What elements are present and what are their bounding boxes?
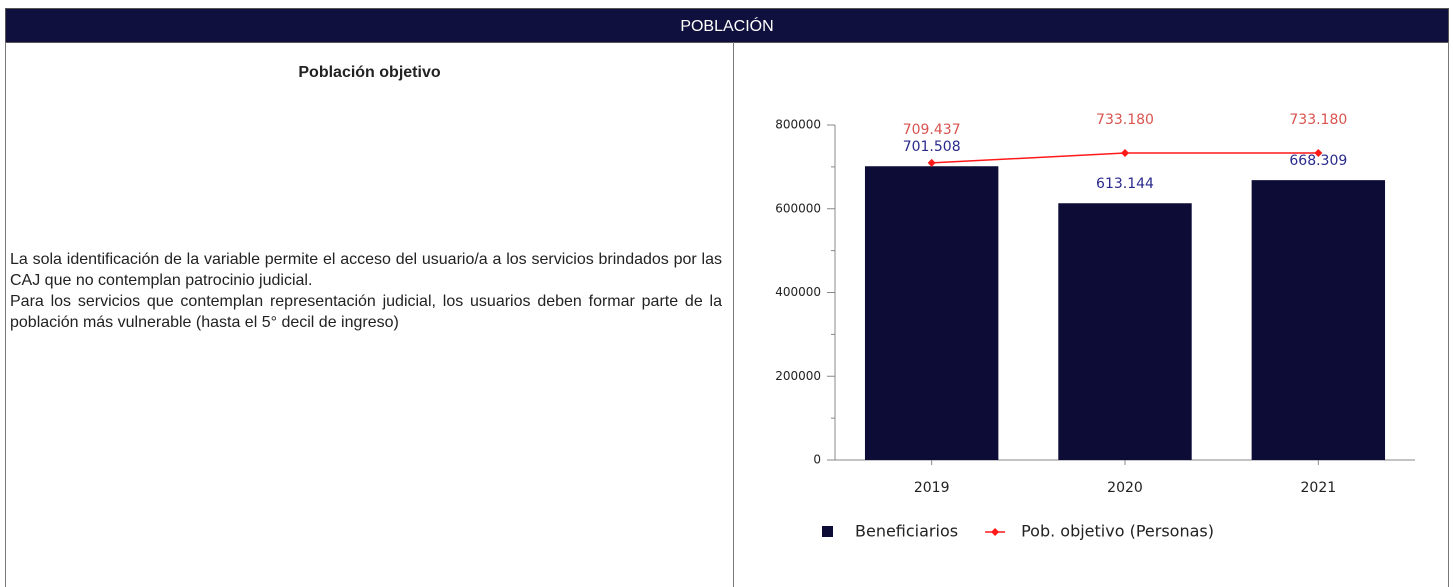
line-marker xyxy=(1314,148,1323,157)
bar xyxy=(864,166,999,460)
bar xyxy=(1251,180,1386,460)
cell-title: Población objetivo xyxy=(298,64,441,81)
paragraph: La sola identificación de la variable pe… xyxy=(10,251,722,289)
y-tick-label: 800000 xyxy=(775,118,821,132)
legend-swatch-marker xyxy=(991,528,1000,536)
bar-value-label: 701.508 xyxy=(903,139,961,155)
y-tick-label: 0 xyxy=(813,453,821,467)
bar-value-label: 613.144 xyxy=(1096,176,1154,192)
section-header: POBLACIÓN xyxy=(5,8,1449,43)
y-tick-label: 200000 xyxy=(775,369,821,383)
line-marker xyxy=(927,158,936,167)
paragraph: Para los servicios que contemplan repres… xyxy=(10,293,722,331)
legend-label: Pob. objetivo (Personas) xyxy=(1021,522,1214,541)
legend-label: Beneficiarios xyxy=(855,522,958,541)
right-cell xyxy=(733,42,1449,587)
bar-value-label: 668.309 xyxy=(1289,153,1347,169)
line-value-label: 733.180 xyxy=(1096,112,1154,128)
y-tick-label: 400000 xyxy=(775,285,821,299)
x-tick-label: 2020 xyxy=(1107,480,1143,496)
legend-swatch xyxy=(822,526,833,537)
left-cell: Población objetivo La sola identificació… xyxy=(5,42,734,587)
bar xyxy=(1058,203,1192,460)
line-marker xyxy=(1121,148,1129,157)
x-tick-label: 2021 xyxy=(1301,480,1337,496)
description: La sola identificación de la variable pe… xyxy=(10,249,722,333)
x-tick-label: 2019 xyxy=(914,480,950,496)
line-value-label: 709.437 xyxy=(903,122,961,138)
y-tick-label: 600000 xyxy=(775,201,821,215)
line-value-label: 733.180 xyxy=(1289,112,1347,128)
